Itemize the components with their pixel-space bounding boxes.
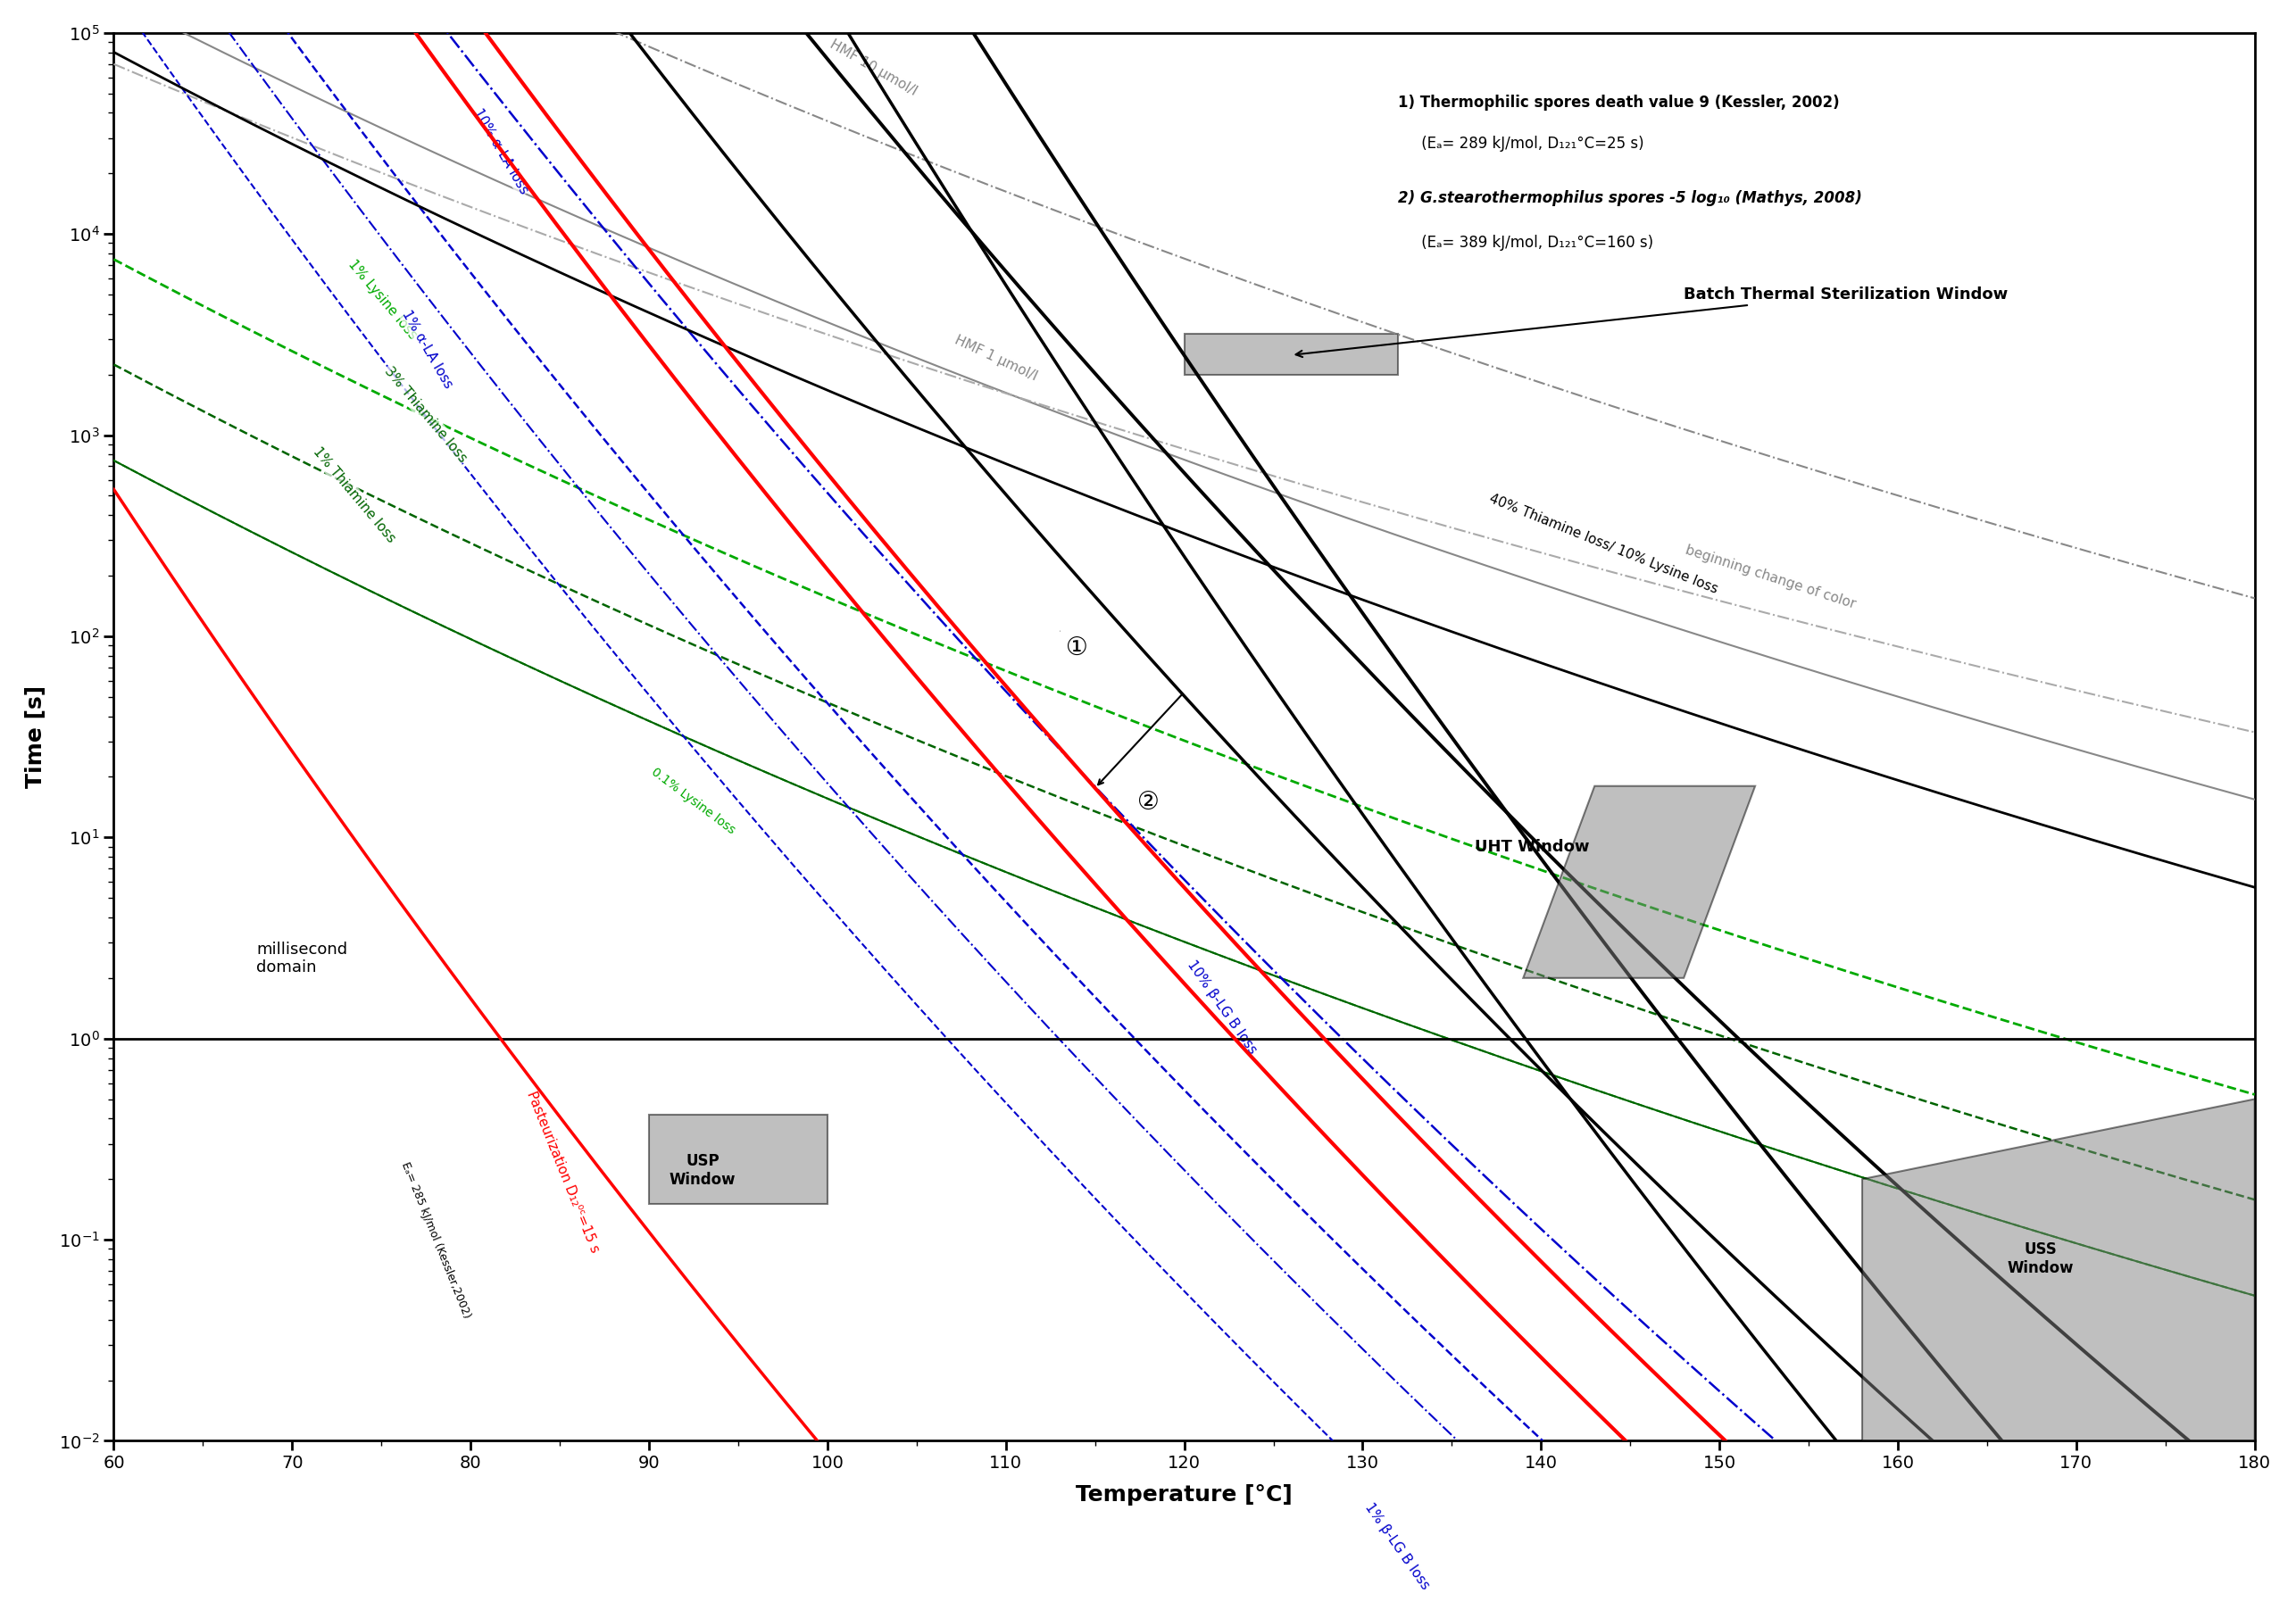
Text: (Eₐ= 289 kJ/mol, D₁₂₁°C=25 s): (Eₐ= 289 kJ/mol, D₁₂₁°C=25 s) [1398,135,1644,151]
Text: USS
Window: USS Window [2007,1241,2073,1277]
Text: Batch Thermal Sterilization Window: Batch Thermal Sterilization Window [1295,287,2009,357]
Text: 1% β-LG B loss: 1% β-LG B loss [1362,1501,1433,1592]
Text: millisecond
domain: millisecond domain [257,942,347,976]
Text: beginning change of color: beginning change of color [1683,543,1857,610]
Text: ②: ② [1137,789,1159,815]
Text: 10% α-LA loss: 10% α-LA loss [471,106,530,196]
Text: 1% Thiamine loss: 1% Thiamine loss [310,444,397,546]
Text: Eₐ= 285 kJ/mol (Kessler,2002): Eₐ= 285 kJ/mol (Kessler,2002) [400,1161,473,1320]
X-axis label: Temperature [°C]: Temperature [°C] [1077,1484,1293,1505]
Text: 40% Thiamine loss/ 10% Lysine loss: 40% Thiamine loss/ 10% Lysine loss [1488,493,1720,596]
Text: 1) Thermophilic spores death value 9 (Kessler, 2002): 1) Thermophilic spores death value 9 (Ke… [1398,95,1839,111]
Polygon shape [650,1114,827,1204]
Text: HMF 1 μmol/l: HMF 1 μmol/l [953,333,1040,383]
Text: 0.1% Lysine loss: 0.1% Lysine loss [650,766,737,837]
Text: Pasteurization D₁₂⁰ᶜ=15 s: Pasteurization D₁₂⁰ᶜ=15 s [523,1090,602,1254]
Text: 1% α-LA loss: 1% α-LA loss [400,308,455,391]
Text: UHT Window: UHT Window [1474,839,1589,855]
Text: (Eₐ= 389 kJ/mol, D₁₂₁°C=160 s): (Eₐ= 389 kJ/mol, D₁₂₁°C=160 s) [1398,235,1653,251]
FancyBboxPatch shape [1185,333,1398,375]
Text: 1% Lysine loss: 1% Lysine loss [347,258,420,343]
Text: HMF 10 μmol/l: HMF 10 μmol/l [827,37,918,98]
Polygon shape [1862,1100,2255,1441]
Text: 3% Thiamine loss: 3% Thiamine loss [381,364,468,465]
Text: 2) G.stearothermophilus spores -5 log₁₀ (Mathys, 2008): 2) G.stearothermophilus spores -5 log₁₀ … [1398,190,1862,206]
Y-axis label: Time [s]: Time [s] [25,686,46,789]
Text: ①: ① [1065,634,1088,660]
Text: USP
Window: USP Window [668,1153,735,1188]
Text: 10% β-LG B loss: 10% β-LG B loss [1185,958,1258,1056]
Polygon shape [1522,786,1754,977]
